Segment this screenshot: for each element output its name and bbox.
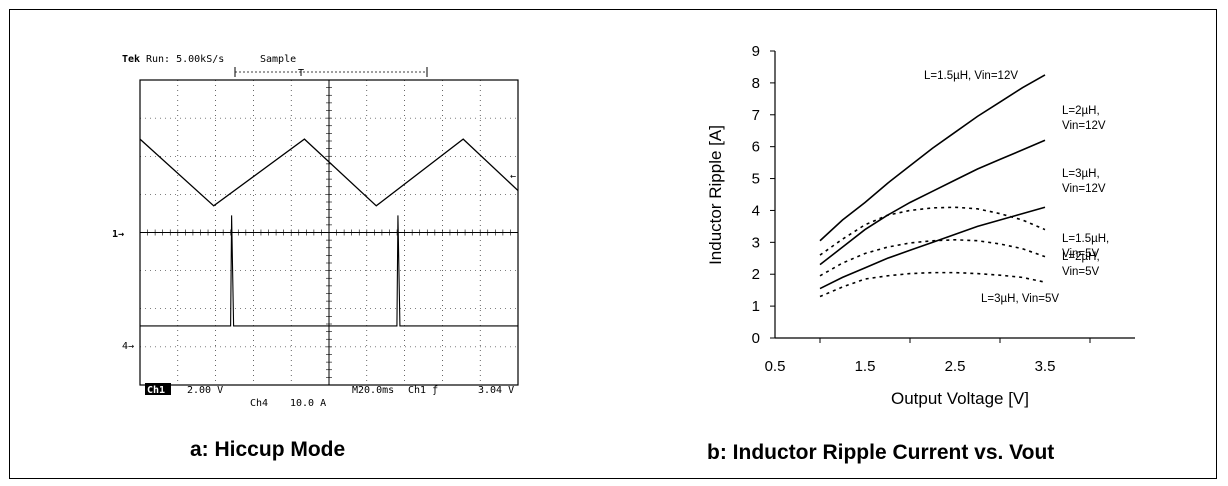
scope-graticule [139, 79, 519, 386]
x-axis-title: Output Voltage [V] [891, 389, 1029, 408]
y-tick-label: 3 [752, 234, 760, 251]
series-label-5: L=2µH, Vin=5V [1062, 251, 1100, 278]
caption-hiccup-mode: a: Hiccup Mode [190, 438, 346, 461]
timebase: M20.0ms [352, 385, 394, 396]
y-tick-label: 6 [752, 139, 760, 156]
y-tick-label: 4 [752, 202, 760, 219]
series-label-1: L=1.5µH, Vin=12V [924, 70, 1018, 82]
y-tick-label: 1 [752, 298, 760, 315]
x-tick-label: 0.5 [765, 358, 786, 375]
y-axis-title: Inductor Ripple [A] [706, 125, 725, 265]
y-tick-label: 5 [752, 171, 760, 188]
series-line-1 [819, 74, 1046, 242]
ch4-label: Ch4 [250, 398, 268, 409]
ch1-voltage-trace [139, 138, 519, 207]
x-tick-label: 3.5 [1035, 358, 1056, 375]
series-line-5 [819, 238, 1046, 277]
x-tick-label: 1.5 [855, 358, 876, 375]
ch1-tag-background [145, 383, 171, 395]
y-tick-label: 2 [752, 266, 760, 283]
scope-run-rate: Run: 5.00kS/s [146, 54, 224, 65]
series-line-2 [819, 139, 1046, 266]
figure-frame [9, 9, 1217, 479]
scope-acq-mode: Sample [260, 54, 296, 65]
trigger-mark: T [298, 68, 304, 79]
trigger-source: Ch1 ƒ [408, 385, 438, 396]
scope-traces [139, 138, 519, 327]
ch4-current-trace [140, 215, 518, 327]
ch4-scale: 10.0 A [290, 398, 326, 409]
ripple-series-labels: L=1.5µH, Vin=12V L=2µH, Vin=12V L=3µH, Vin=1… [924, 70, 1109, 305]
ch1-scale: 2.00 V [187, 385, 223, 396]
ripple-series-group [819, 74, 1046, 298]
x-tick-label: 2.5 [945, 358, 966, 375]
series-line-4 [819, 206, 1046, 256]
caption-inductor-ripple: b: Inductor Ripple Current vs. Vout [707, 441, 1055, 464]
y-tick-label: 7 [752, 107, 760, 124]
series-line-6 [819, 271, 1046, 298]
y-tick-label: 8 [752, 75, 760, 92]
ch1-tag: Ch1 [147, 385, 165, 396]
scope-brand: Tek [122, 54, 140, 65]
ripple-axes: 0 1 2 3 4 5 6 7 8 9 0.5 1.5 2.5 3.5 [752, 43, 1135, 375]
series-label-4: L=1.5µH, Vin=5V [1062, 233, 1109, 260]
series-label-3: L=3µH, Vin=12V [1062, 168, 1106, 195]
ch1-ground-marker: 1→ [112, 229, 124, 240]
series-label-6: L=3µH, Vin=5V [981, 293, 1059, 305]
ch1-trigger-level-marker: ← [510, 171, 516, 182]
series-label-2: L=2µH, Vin=12V [1062, 105, 1106, 132]
series-line-3 [819, 206, 1046, 290]
ch4-ground-marker: 4→ [122, 341, 134, 352]
trigger-position-bar: T [234, 67, 428, 79]
y-tick-label: 9 [752, 43, 760, 60]
y-tick-label: 0 [752, 330, 760, 347]
trigger-level: 3.04 V [478, 385, 514, 396]
